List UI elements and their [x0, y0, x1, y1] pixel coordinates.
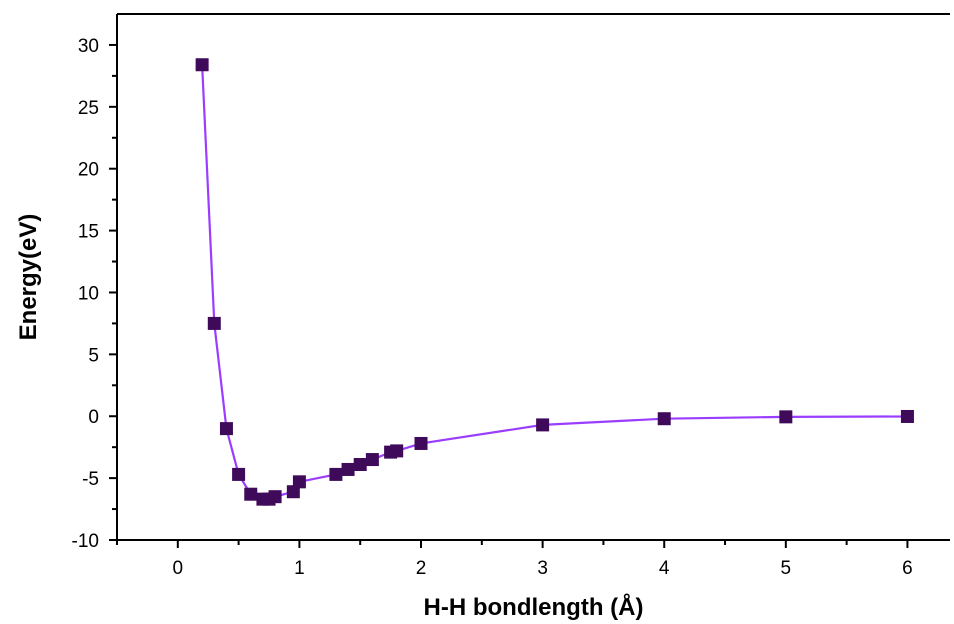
- data-point-marker: [341, 462, 355, 476]
- x-tick-label: 0: [173, 558, 184, 579]
- y-tick-label: 5: [88, 345, 99, 366]
- axes: 0 1 2 3 4 5 6 -10 -5 0 5 10 15 20 25 30: [72, 13, 950, 579]
- data-point-marker: [268, 490, 282, 504]
- y-tick-label: 20: [78, 160, 99, 181]
- data-point-marker: [195, 58, 209, 72]
- data-point-marker: [207, 316, 221, 330]
- x-tick-label: 5: [781, 558, 792, 579]
- data-point-marker: [779, 410, 793, 424]
- data-point-marker: [219, 422, 233, 436]
- x-tick-label: 1: [294, 558, 305, 579]
- plot-area: [195, 58, 914, 506]
- series-line: [201, 64, 908, 501]
- x-tick-label: 4: [659, 558, 670, 579]
- data-point-marker: [244, 487, 258, 501]
- data-point-marker: [232, 467, 246, 481]
- y-tick-label: 0: [88, 407, 99, 428]
- data-point-marker: [329, 467, 343, 481]
- y-tick-label: -5: [82, 469, 99, 490]
- data-point-marker: [536, 418, 550, 432]
- x-tick-label: 2: [416, 558, 427, 579]
- y-tick-label: 10: [78, 283, 99, 304]
- data-point-marker: [353, 458, 367, 472]
- y-tick-label: 25: [78, 98, 99, 119]
- y-tick-label: 15: [78, 222, 99, 243]
- data-point-marker: [365, 453, 379, 467]
- x-tick-label: 3: [537, 558, 548, 579]
- x-ticks: 0 1 2 3 4 5 6: [116, 540, 913, 579]
- x-tick-label: 6: [902, 558, 913, 579]
- data-point-marker: [657, 412, 671, 426]
- y-tick-label: -10: [72, 531, 99, 552]
- x-axis-title: H-H bondlength (Å): [424, 593, 644, 621]
- y-tick-label: 30: [78, 36, 99, 57]
- data-point-marker: [286, 485, 300, 499]
- data-point-marker: [900, 409, 914, 423]
- y-ticks: -10 -5 0 5 10 15 20 25 30: [72, 36, 117, 552]
- data-point-marker: [414, 436, 428, 450]
- data-point-marker: [390, 444, 404, 458]
- y-axis-title: Energy(eV): [15, 214, 42, 341]
- data-point-marker: [292, 475, 306, 489]
